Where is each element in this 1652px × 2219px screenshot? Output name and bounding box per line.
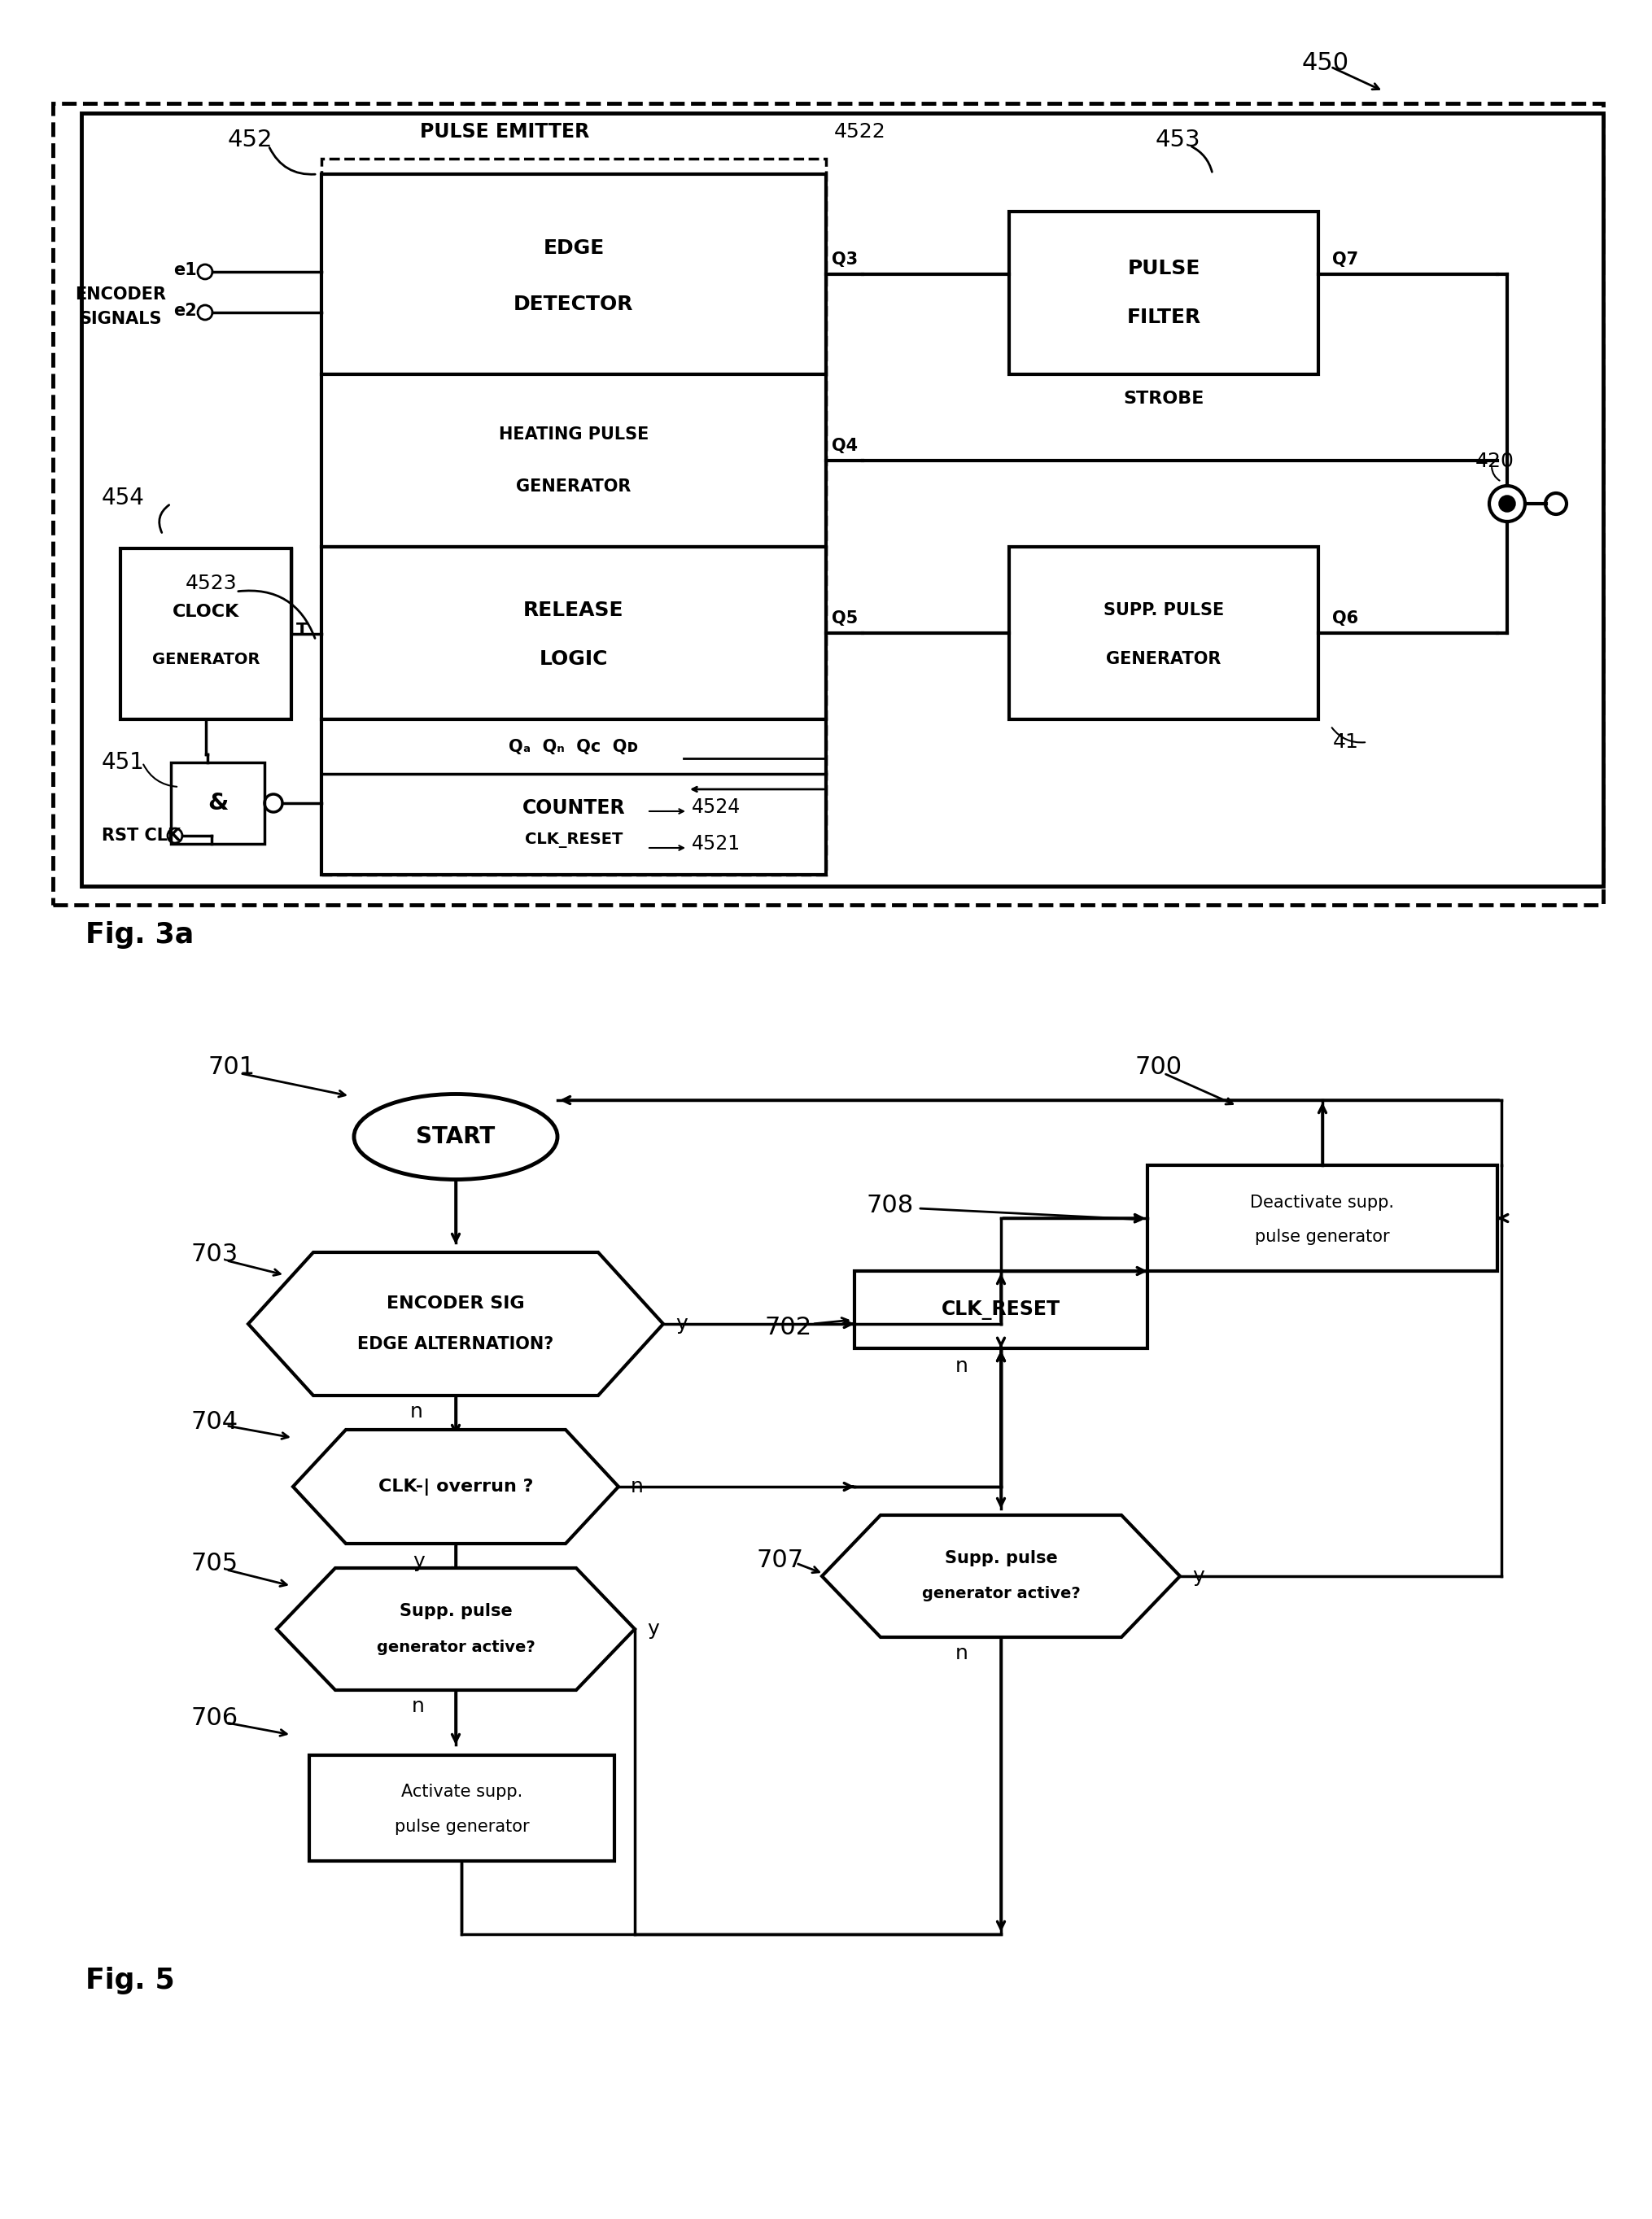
Text: e1: e1 [173, 262, 197, 277]
Text: Q3: Q3 [831, 251, 857, 268]
Text: pulse generator: pulse generator [395, 1820, 529, 1835]
Bar [1148, 1165, 1497, 1271]
Bar [322, 160, 826, 874]
Text: y: y [648, 1620, 659, 1640]
Text: Activate supp.: Activate supp. [401, 1784, 522, 1800]
Text: 701: 701 [208, 1056, 254, 1078]
Text: Deactivate supp.: Deactivate supp. [1251, 1194, 1394, 1209]
Text: RELEASE: RELEASE [524, 601, 624, 621]
Text: CLK-| overrun ?: CLK-| overrun ? [378, 1478, 534, 1496]
Polygon shape [276, 1569, 634, 1691]
Text: y: y [676, 1314, 687, 1334]
Text: FILTER: FILTER [1127, 308, 1201, 326]
Text: n: n [955, 1356, 968, 1376]
Text: 704: 704 [192, 1409, 238, 1433]
Text: Supp. pulse: Supp. pulse [400, 1602, 512, 1620]
Bar [121, 548, 291, 719]
Text: COUNTER: COUNTER [522, 799, 624, 817]
Text: Q5: Q5 [831, 610, 857, 626]
Bar [309, 1755, 615, 1862]
Text: PULSE: PULSE [1127, 260, 1199, 277]
Text: EDGE: EDGE [544, 237, 605, 257]
Text: Fig. 5: Fig. 5 [86, 1966, 175, 1995]
Bar [53, 104, 1602, 905]
Text: 420: 420 [1475, 453, 1515, 470]
Text: 4522: 4522 [834, 122, 885, 142]
Text: 708: 708 [867, 1194, 914, 1218]
Text: CLK_RESET: CLK_RESET [942, 1300, 1061, 1320]
Text: 703: 703 [192, 1243, 238, 1267]
Text: Q7: Q7 [1332, 251, 1358, 268]
Text: 702: 702 [765, 1316, 813, 1340]
Text: e2: e2 [173, 302, 197, 320]
Text: Supp. pulse: Supp. pulse [945, 1551, 1057, 1567]
Text: LOGIC: LOGIC [539, 650, 608, 668]
Text: HEATING PULSE: HEATING PULSE [499, 426, 649, 444]
Text: ENCODER SIG: ENCODER SIG [387, 1296, 525, 1311]
Text: generator active?: generator active? [377, 1640, 535, 1655]
Text: START: START [416, 1125, 496, 1147]
Bar [322, 375, 826, 546]
Bar [170, 763, 264, 843]
Text: 4524: 4524 [692, 797, 740, 817]
Text: 707: 707 [757, 1549, 805, 1571]
Text: 700: 700 [1135, 1056, 1183, 1078]
Text: Q4: Q4 [831, 437, 857, 455]
Text: DETECTOR: DETECTOR [514, 295, 634, 315]
Text: Q6: Q6 [1332, 610, 1358, 626]
Text: 450: 450 [1302, 51, 1350, 75]
Text: pulse generator: pulse generator [1256, 1229, 1389, 1245]
Text: 451: 451 [102, 750, 145, 774]
Bar [322, 173, 826, 375]
Bar [81, 113, 1602, 885]
Text: SUPP. PULSE: SUPP. PULSE [1104, 604, 1224, 619]
Text: generator active?: generator active? [922, 1587, 1080, 1602]
Text: ENCODER: ENCODER [74, 286, 165, 302]
Bar [1009, 546, 1318, 719]
Text: n: n [410, 1402, 423, 1422]
Bar [322, 719, 826, 874]
Bar [322, 546, 826, 719]
Text: 452: 452 [228, 129, 273, 151]
Text: 4523: 4523 [185, 575, 238, 592]
Text: 705: 705 [192, 1551, 238, 1575]
Text: T: T [296, 624, 307, 639]
Text: STROBE: STROBE [1123, 391, 1204, 406]
Polygon shape [823, 1516, 1180, 1638]
Text: CLK_RESET: CLK_RESET [525, 832, 623, 848]
Polygon shape [292, 1429, 618, 1544]
Text: GENERATOR: GENERATOR [1107, 650, 1221, 668]
Text: n: n [631, 1478, 644, 1496]
Text: 453: 453 [1156, 129, 1201, 151]
Circle shape [1500, 497, 1515, 510]
Text: CLOCK: CLOCK [172, 604, 240, 619]
Ellipse shape [354, 1094, 557, 1181]
Text: n: n [955, 1644, 968, 1664]
Text: RST CLK: RST CLK [102, 828, 180, 843]
Text: Qₐ  Qₙ  Qᴄ  Qᴅ: Qₐ Qₙ Qᴄ Qᴅ [509, 739, 639, 754]
Text: y: y [413, 1551, 425, 1571]
Text: 706: 706 [192, 1706, 238, 1731]
Text: y: y [1193, 1567, 1204, 1587]
Text: 41: 41 [1333, 732, 1360, 752]
Text: EDGE ALTERNATION?: EDGE ALTERNATION? [357, 1336, 553, 1351]
Polygon shape [248, 1252, 662, 1396]
Bar [854, 1271, 1148, 1349]
Text: 4521: 4521 [692, 834, 740, 854]
Text: 454: 454 [102, 486, 145, 510]
Text: GENERATOR: GENERATOR [515, 479, 631, 495]
Text: PULSE EMITTER: PULSE EMITTER [420, 122, 590, 142]
Bar [1009, 211, 1318, 375]
Text: GENERATOR: GENERATOR [152, 652, 259, 668]
Text: Fig. 3a: Fig. 3a [86, 921, 193, 950]
Text: n: n [411, 1698, 425, 1715]
Text: SIGNALS: SIGNALS [79, 311, 162, 326]
Text: &: & [208, 792, 228, 814]
